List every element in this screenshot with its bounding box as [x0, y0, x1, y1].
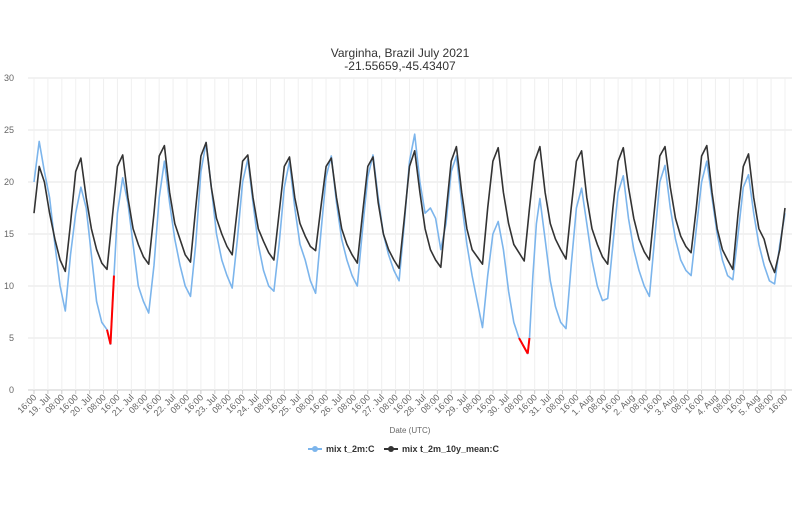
y-tick-label: 25: [4, 125, 14, 135]
series-line-1: [33, 133, 786, 355]
chart-title: Varginha, Brazil July 2021: [331, 46, 470, 60]
legend-item-1[interactable]: mix t_2m:C: [308, 444, 375, 454]
grid: [28, 77, 792, 391]
cold-segment: [518, 337, 524, 345]
y-tick-label: 20: [4, 177, 14, 187]
legend-label: mix t_2m_10y_mean:C: [402, 444, 500, 454]
y-tick-label: 0: [9, 385, 14, 395]
y-tick-label: 5: [9, 333, 14, 343]
legend-marker: [388, 446, 394, 452]
chart-subtitle: -21.55659,-45.43407: [344, 59, 456, 73]
legend-label: mix t_2m:C: [326, 444, 375, 454]
y-tick-label: 30: [4, 73, 14, 83]
x-axis-label: Date (UTC): [390, 426, 431, 435]
legend-marker: [312, 446, 318, 452]
legend: mix t_2m:C mix t_2m_10y_mean:C: [308, 444, 500, 454]
cold-segment: [109, 275, 115, 345]
cold-segment: [521, 343, 529, 355]
y-axis: 0 5 10 15 20 25 30: [4, 73, 14, 395]
y-tick-label: 10: [4, 281, 14, 291]
cold-segment: [526, 337, 531, 354]
series-line-2: [33, 141, 786, 274]
series-layer: [33, 133, 786, 355]
y-tick-label: 15: [4, 229, 14, 239]
legend-item-2[interactable]: mix t_2m_10y_mean:C: [384, 444, 500, 454]
